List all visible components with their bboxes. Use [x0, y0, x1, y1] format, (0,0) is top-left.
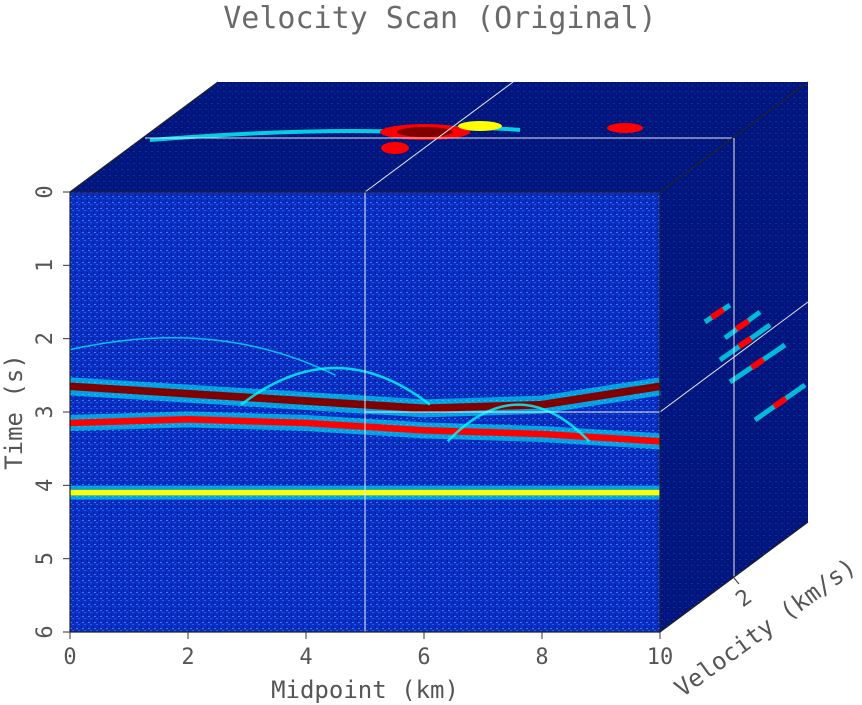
cube-edge: [659, 81, 809, 193]
semblance-peak: [737, 336, 753, 349]
x-tick-label: 2: [181, 645, 194, 670]
x-tick-label: 0: [63, 645, 76, 670]
y-tick-label: 5: [33, 552, 58, 565]
semblance-peak: [772, 396, 788, 409]
y-tick-label: 6: [33, 625, 58, 638]
y-tick-label: 0: [33, 185, 58, 198]
x-tick-label: 4: [299, 645, 312, 670]
x-tick-label: 8: [535, 645, 548, 670]
y-tick-label: 2: [33, 332, 58, 345]
semblance-peak: [381, 142, 409, 154]
semblance-peak: [607, 123, 643, 133]
x-axis: 0 2 4 6 8 10: [63, 632, 673, 670]
x-axis-label: Midpoint (km): [271, 676, 459, 704]
semblance-peak: [458, 121, 502, 131]
semblance-peak: [749, 357, 766, 370]
cube-edge: [659, 521, 809, 633]
diffraction-curve: [446, 403, 591, 443]
diffraction-curve: [69, 337, 336, 377]
semblance-peak: [397, 127, 453, 137]
y-axis-label: Time (s): [0, 354, 28, 470]
y-axis: 0 1 2 3 4 5 6: [33, 185, 70, 639]
semblance-peak: [734, 318, 751, 332]
cube-edge: [69, 81, 219, 193]
chart-title: Velocity Scan (Original): [223, 1, 656, 36]
top-events: [149, 121, 643, 154]
y-tick-label: 3: [33, 405, 58, 418]
diffraction-curve: [240, 366, 431, 406]
y-tick-label: 4: [33, 479, 58, 492]
semblance-peak: [709, 307, 726, 320]
midpoint-slice-line-top: [364, 81, 514, 193]
z-tick-mark: [733, 577, 740, 585]
y-tick-label: 1: [33, 259, 58, 272]
x-tick-label: 6: [417, 645, 430, 670]
z-axis: 2: [731, 577, 757, 613]
z-tick-label: 2: [731, 585, 756, 613]
x-tick-label: 10: [647, 645, 674, 670]
side-events: [703, 302, 807, 423]
